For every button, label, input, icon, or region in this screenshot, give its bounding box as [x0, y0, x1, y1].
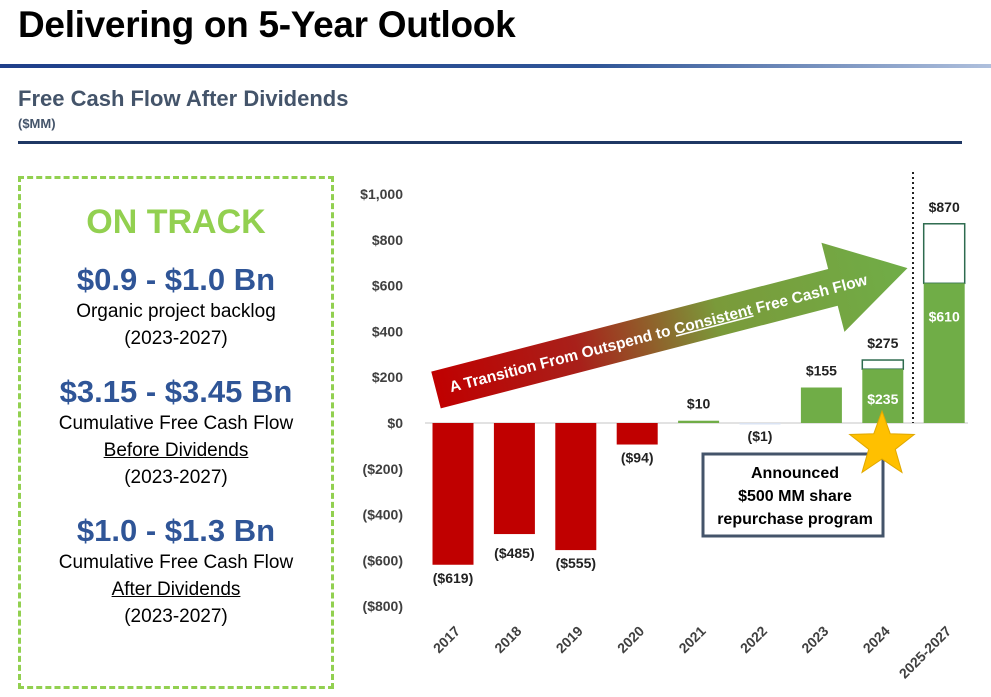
backlog-label: Organic project backlog [76, 301, 276, 322]
y-tick-label: ($800) [363, 598, 403, 614]
fcf-before-label: Cumulative Free Cash Flow [58, 413, 294, 434]
star-icon [848, 409, 916, 474]
data-label: ($555) [556, 555, 596, 571]
y-tick-label: ($600) [363, 552, 403, 568]
bar-2025-2027 [923, 283, 965, 423]
transition-arrow: A Transition From Outspend to Consistent… [431, 242, 908, 409]
status-heading: ON TRACK [86, 203, 266, 241]
fcf-after-qualifier: After Dividends [111, 579, 241, 600]
x-tick-label: 2019 [553, 623, 586, 656]
bar-2018 [493, 423, 535, 535]
data-label: $235 [867, 391, 898, 407]
total-label: $870 [929, 199, 960, 215]
bar-2021 [678, 420, 720, 423]
y-tick-label: $800 [372, 232, 403, 248]
y-tick-label: ($200) [363, 461, 403, 477]
fcf-after-label: Cumulative Free Cash Flow [58, 552, 294, 573]
data-label: ($485) [494, 545, 534, 561]
subtitle-divider [18, 141, 962, 144]
y-tick-label: ($400) [363, 507, 403, 523]
callout-line-2: $500 MM share [738, 488, 852, 505]
total-label: $275 [867, 335, 898, 351]
x-tick-label: 2018 [491, 623, 524, 656]
y-tick-label: $200 [372, 369, 403, 385]
callout-line-1: Announced [751, 465, 839, 482]
x-tick-label: 2021 [675, 623, 708, 656]
y-tick-label: $1,000 [360, 186, 403, 202]
x-tick-label: 2020 [614, 623, 647, 656]
title-divider [0, 64, 991, 68]
x-tick-label: 2017 [430, 623, 463, 656]
y-tick-label: $600 [372, 278, 403, 294]
fcf-before-value: $3.15 - $3.45 Bn [59, 374, 293, 409]
data-label: $155 [806, 363, 837, 379]
fcf-before-qualifier: Before Dividends [103, 440, 249, 461]
backlog-period: (2023-2027) [124, 328, 228, 349]
bar-total-outline [861, 359, 905, 370]
y-tick-label: $0 [387, 415, 403, 431]
data-label: ($1) [748, 428, 773, 444]
x-tick-label: 2022 [737, 623, 770, 656]
data-label: ($619) [433, 570, 473, 586]
data-label: $610 [929, 308, 960, 324]
bar-total-outline [922, 223, 966, 285]
bar-2020 [616, 423, 658, 445]
unit-label: ($MM) [18, 116, 56, 131]
y-tick-label: $400 [372, 323, 403, 339]
callout-box [701, 452, 885, 538]
callout-line-3: repurchase program [717, 511, 873, 528]
x-tick-label: 2023 [798, 623, 831, 656]
data-label: $10 [687, 396, 711, 412]
bar-2019 [555, 423, 597, 551]
bar-2022 [739, 423, 781, 425]
x-tick-label: 2025-2027 [896, 623, 955, 682]
data-label: ($94) [621, 450, 654, 466]
fcf-before-period: (2023-2027) [124, 467, 228, 488]
on-track-panel: ON TRACK $0.9 - $1.0 Bn Organic project … [18, 176, 334, 689]
bar-2017 [432, 423, 474, 565]
fcf-after-value: $1.0 - $1.3 Bn [76, 513, 276, 548]
fcf-after-period: (2023-2027) [124, 606, 228, 627]
chart-subtitle: Free Cash Flow After Dividends [18, 86, 349, 111]
bar-2023 [800, 387, 842, 423]
backlog-value: $0.9 - $1.0 Bn [76, 262, 276, 297]
x-tick-label: 2024 [860, 623, 893, 656]
slide-title: Delivering on 5-Year Outlook [18, 4, 516, 45]
